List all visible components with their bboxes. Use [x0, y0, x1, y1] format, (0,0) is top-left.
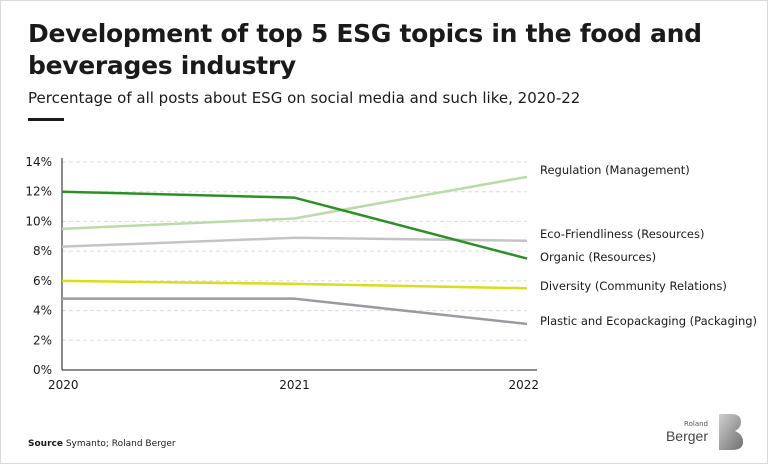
series-label-diversity-community-relations: Diversity (Community Relations): [540, 279, 727, 293]
series-label-regulation-management: Regulation (Management): [540, 163, 690, 177]
source-note: Source Symanto; Roland Berger: [28, 438, 176, 450]
title-divider: [28, 118, 64, 121]
y-tick-label: 4%: [33, 304, 52, 318]
y-tick-label: 0%: [33, 363, 52, 377]
series-line-plastic-and-ecopackaging-packaging: [62, 297, 528, 326]
series-line-regulation-management: [61, 175, 528, 231]
series-label-plastic-and-ecopackaging-packaging: Plastic and Ecopackaging (Packaging): [540, 314, 757, 328]
y-tick-label: 12%: [25, 185, 52, 199]
y-tick-label: 6%: [33, 274, 52, 288]
source-text: Symanto; Roland Berger: [65, 439, 176, 449]
series-label-eco-friendliness-resources: Eco-Friendliness (Resources): [540, 227, 704, 241]
logo-text-small: Roland: [684, 420, 708, 428]
y-tick-label: 2%: [33, 333, 52, 347]
series-line-organic-resources: [61, 190, 528, 260]
x-tick-label: 2022: [508, 378, 539, 392]
x-tick-label: 2021: [279, 378, 310, 392]
y-tick-label: 10%: [25, 214, 52, 228]
chart-title: Development of top 5 ESG topics in the f…: [28, 19, 702, 80]
logo-text-big: Berger: [665, 428, 708, 444]
logo-b-icon: [719, 414, 743, 450]
roland-berger-logo: Roland Berger: [665, 412, 745, 452]
x-tick-label: 2020: [48, 378, 79, 392]
series-label-organic-resources: Organic (Resources): [540, 250, 656, 264]
chart-subtitle: Percentage of all posts about ESG on soc…: [28, 89, 581, 107]
y-tick-label: 14%: [25, 155, 52, 169]
series-line-diversity-community-relations: [61, 279, 528, 290]
y-tick-label: 8%: [33, 244, 52, 258]
source-label: Source: [28, 439, 63, 449]
series-line-eco-friendliness-resources: [61, 236, 528, 248]
